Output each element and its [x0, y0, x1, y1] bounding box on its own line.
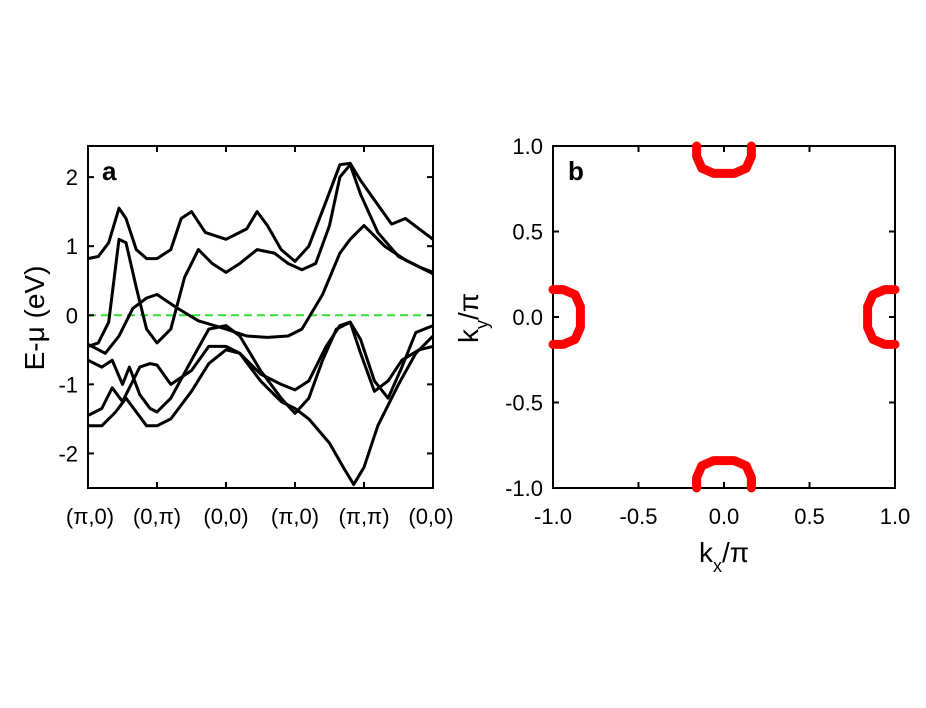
panel-a-y-tick-label: -1	[58, 372, 78, 397]
panel-a-x-tick-label: (π,0)	[66, 504, 114, 529]
fermi-pocket-left	[548, 285, 585, 349]
panel-a-x-tick-label: (π,0)	[271, 504, 319, 529]
panel-b-frame	[552, 145, 896, 489]
panel-a-frame	[87, 145, 434, 489]
panel-a-x-tick-label: (π,π)	[338, 504, 389, 529]
panel-b-x-tick-label: -1.0	[534, 504, 572, 529]
panel-b-y-tick-label: 0.0	[512, 305, 543, 330]
band-line-6	[88, 334, 435, 486]
panel-b-y-axis-title: ky/π	[453, 293, 492, 343]
panel-b-y-tick-label: 1.0	[512, 134, 543, 159]
panel-a-y-axis-title: E-μ (eV)	[19, 266, 50, 371]
fermi-pocket-top	[692, 141, 756, 178]
panel-b-x-tick-label: 0.0	[709, 504, 740, 529]
band-lines	[87, 161, 435, 486]
panel-b-x-tick-label: 1.0	[880, 504, 911, 529]
panel-b-ticks	[552, 145, 896, 489]
panel-a-x-tick-label: (0,π)	[133, 504, 181, 529]
panel-b-y-tick-label: -0.5	[505, 391, 543, 416]
panel-b-x-tick-label: 0.5	[794, 504, 825, 529]
panel-a-y-tick-labels: 2 1 0 -1 -2	[58, 165, 78, 466]
fermi-pockets	[548, 141, 900, 493]
fermi-pocket-right	[863, 285, 900, 349]
band-line-1	[87, 161, 434, 263]
panel-b-x-axis-title: kx/π	[699, 537, 749, 576]
panel-b-y-tick-label: -1.0	[505, 476, 543, 501]
panel-b-x-tick-label: -0.5	[620, 504, 658, 529]
band-line-3	[87, 224, 434, 355]
panel-a-ticks	[88, 146, 433, 488]
panel-b-y-tick-label: 0.5	[512, 220, 543, 245]
panel-a-y-tick-label: 1	[66, 234, 78, 259]
band-line-5	[87, 320, 434, 417]
panel-a-x-tick-labels: (π,0) (0,π) (0,0) (π,0) (π,π) (0,0)	[66, 504, 454, 529]
panel-a-band-structure: 2 1 0 -1 -2 (π,0) (0,π) (0,0) (π,0) (π,π) (0,0) a…	[19, 145, 454, 529]
panel-a-y-tick-label: 0	[66, 303, 78, 328]
panel-b-fermi-surface: 1.0 0.5 0.0 -0.5 -1.0 -1.0 -0.5 0.0 0.5 1.0 b kx…	[453, 134, 910, 576]
panel-b-y-tick-labels: 1.0 0.5 0.0 -0.5 -1.0	[505, 134, 543, 501]
panel-a-y-tick-label: 2	[66, 165, 78, 190]
panel-a-x-tick-label: (0,0)	[203, 504, 248, 529]
panel-b-label: b	[568, 156, 584, 186]
panel-a-x-tick-label: (0,0)	[408, 504, 453, 529]
fermi-pocket-bottom	[692, 456, 756, 493]
band-line-4	[87, 320, 434, 415]
panel-a-label: a	[102, 156, 117, 186]
band-line-2	[87, 163, 434, 348]
panel-b-x-tick-labels: -1.0 -0.5 0.0 0.5 1.0	[534, 504, 910, 529]
panel-a-y-tick-label: -2	[58, 441, 78, 466]
